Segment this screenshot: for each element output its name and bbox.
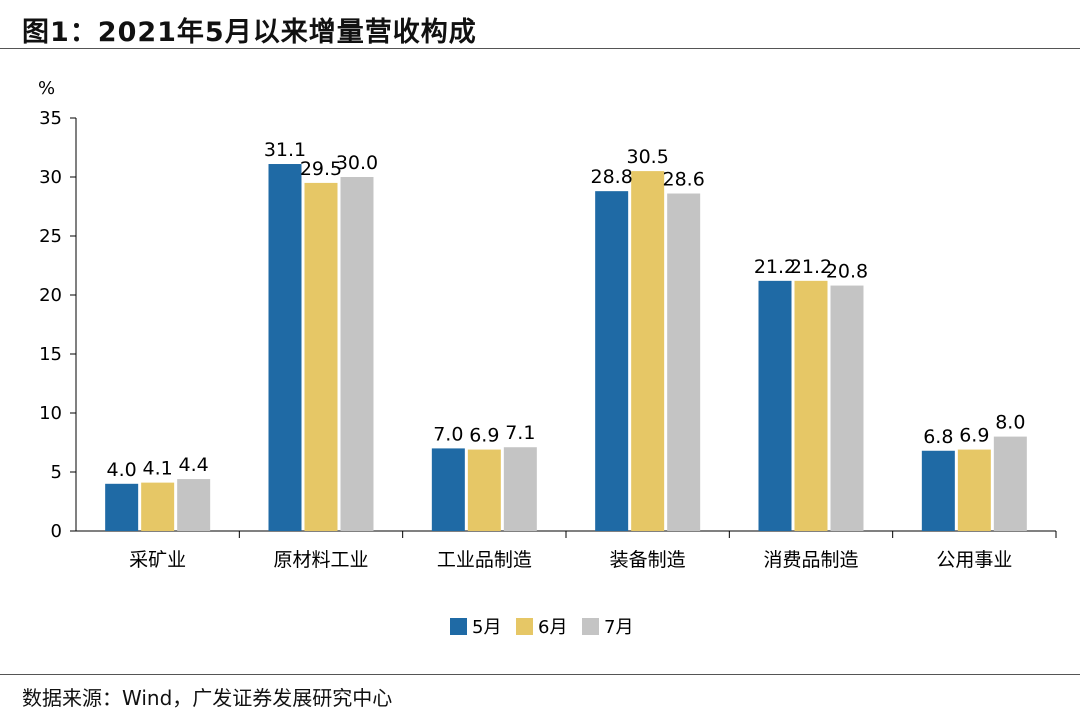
axes: 0 5 10 15 20 25 30 35 采矿业 原材料工业 工业品制造 装备制造 消费品制造 公用事业: [39, 108, 1057, 571]
bar: [177, 479, 211, 531]
data-label: 20.8: [826, 261, 868, 283]
bar: [304, 182, 338, 531]
x-tick-label: 公用事业: [936, 549, 1012, 571]
data-label: 6.8: [923, 426, 953, 448]
bar: [503, 447, 537, 531]
y-tick-label: 5: [51, 462, 62, 483]
y-tick-label: 0: [51, 521, 62, 542]
data-label: 28.8: [591, 166, 633, 188]
bars: [105, 164, 1027, 531]
legend-label: 6月: [538, 617, 567, 638]
data-label: 6.9: [959, 425, 989, 447]
chart-title: 图1：2021年5月以来增量营收构成: [22, 17, 477, 48]
data-label: 4.1: [143, 458, 173, 480]
bar: [794, 280, 828, 531]
bar-chart: % 0 5 10 15 20 25 30 35 采矿业 原材料工业 工业品制造 装备制造 消费品制造 公用…: [38, 78, 1057, 638]
source-note: 数据来源：Wind，广发证券发展研究中心: [22, 686, 393, 710]
bar: [921, 450, 955, 531]
bar: [431, 448, 465, 531]
x-tick-label: 消费品制造: [763, 549, 858, 571]
bar: [340, 177, 374, 531]
legend-swatch: [450, 618, 467, 635]
bar: [667, 193, 701, 531]
bar: [595, 191, 629, 531]
data-label: 6.9: [469, 425, 499, 447]
data-label: 8.0: [995, 412, 1025, 434]
source-divider: [0, 674, 1080, 675]
data-label: 21.2: [790, 256, 832, 278]
bar: [268, 164, 302, 531]
y-tick-label: 15: [39, 344, 62, 365]
y-tick-label: 10: [39, 403, 62, 424]
y-tick-label: 30: [39, 167, 62, 188]
data-label: 4.4: [179, 454, 209, 476]
title-divider: [0, 48, 1080, 49]
data-labels: 4.0 4.1 4.4 31.129.530.0 7.0 6.9 7.1 28.830.528…: [107, 139, 1026, 481]
y-tick-label: 25: [39, 226, 62, 247]
x-tick-label: 原材料工业: [273, 549, 368, 571]
bar: [631, 171, 665, 531]
data-label: 30.0: [336, 152, 378, 174]
data-label: 4.0: [107, 459, 137, 481]
legend-swatch: [582, 618, 599, 635]
data-label: 29.5: [300, 158, 342, 180]
bar: [758, 280, 792, 531]
data-label: 21.2: [754, 256, 796, 278]
legend-label: 5月: [472, 617, 501, 638]
x-tick-label: 装备制造: [610, 549, 686, 571]
data-label: 28.6: [663, 169, 705, 191]
x-tick-label: 工业品制造: [437, 549, 532, 571]
bar: [141, 482, 175, 531]
data-label: 7.0: [433, 423, 463, 445]
y-axis-unit: %: [38, 78, 55, 99]
bar: [993, 436, 1027, 531]
y-tick-label: 35: [39, 108, 62, 129]
bar: [830, 285, 864, 531]
y-tick-label: 20: [39, 285, 62, 306]
legend-swatch: [516, 618, 533, 635]
legend: 5月 6月 7月: [450, 617, 633, 638]
data-label: 30.5: [627, 146, 669, 168]
data-label: 7.1: [505, 422, 535, 444]
legend-label: 7月: [604, 617, 633, 638]
bar: [957, 449, 991, 531]
data-label: 31.1: [264, 139, 306, 161]
x-tick-label: 采矿业: [129, 549, 186, 571]
bar: [467, 449, 501, 531]
bar: [105, 483, 139, 531]
